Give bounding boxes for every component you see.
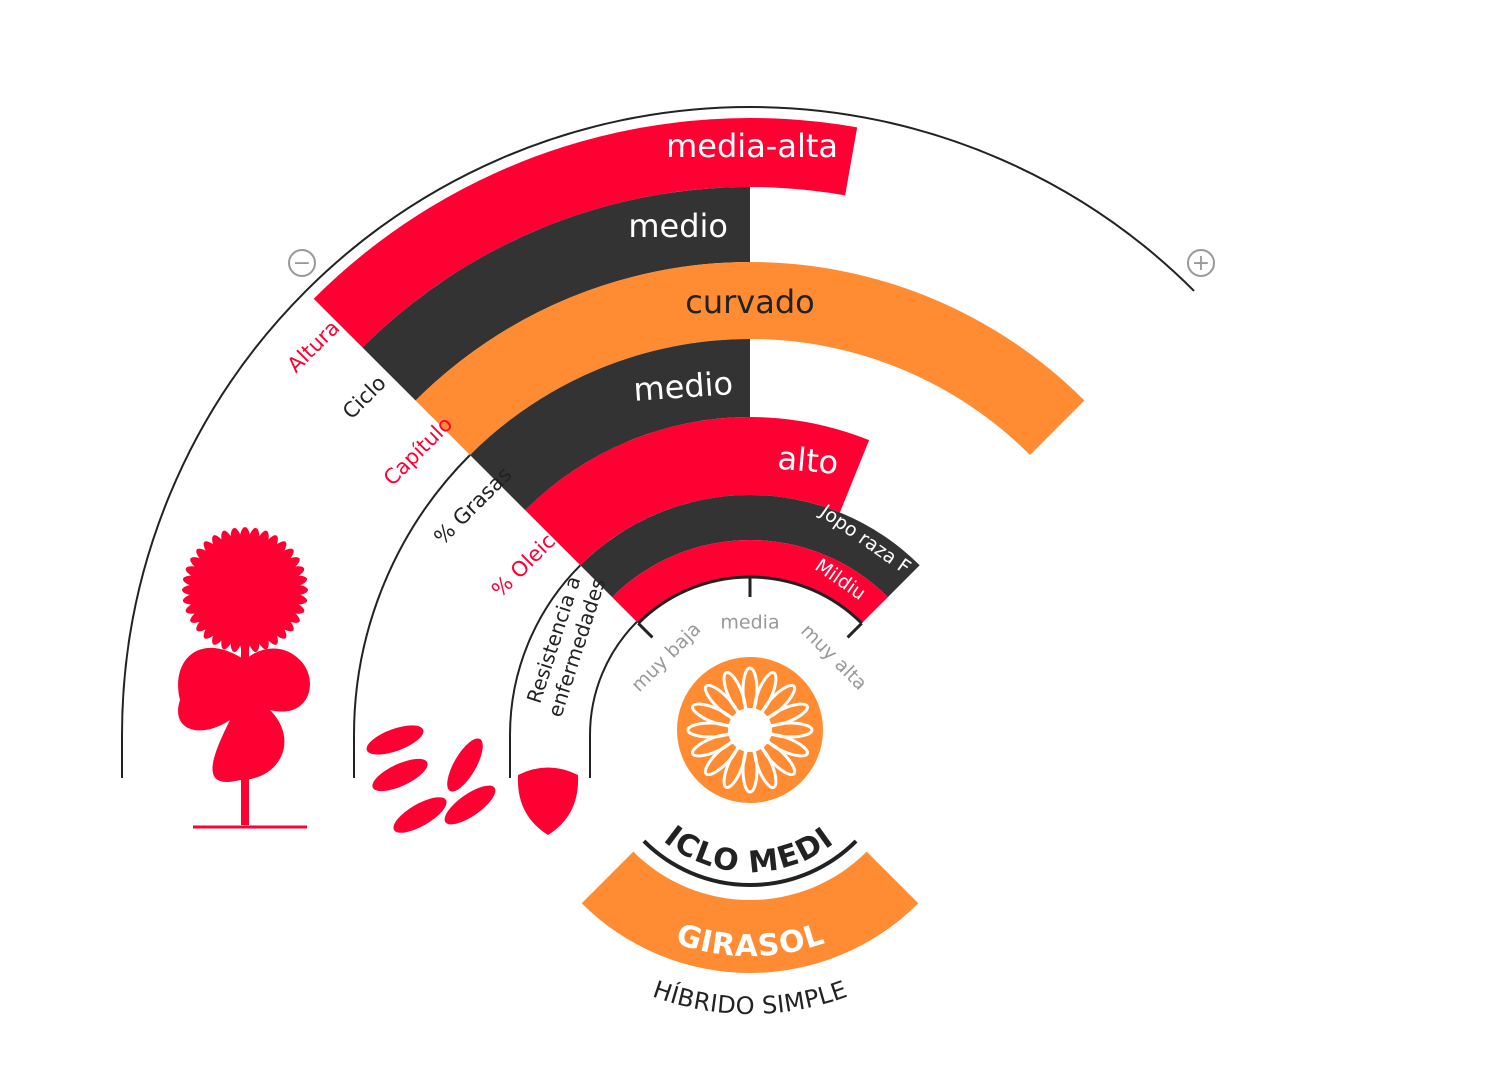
trait-label: Ciclo xyxy=(338,371,391,424)
bar-value: curvado xyxy=(685,283,814,321)
guide-arc xyxy=(589,621,638,736)
bar-value: medio xyxy=(632,364,734,409)
hybrid-label-path: HÍBRIDO SIMPLE xyxy=(650,975,851,1020)
scale-label: media xyxy=(720,612,779,634)
guide-arc xyxy=(509,564,582,736)
bar xyxy=(580,495,920,598)
shield-icon xyxy=(517,767,579,835)
sunflower-head xyxy=(203,548,287,632)
bar-value: medio xyxy=(628,207,728,245)
seed-icon xyxy=(447,738,483,792)
seed-icon xyxy=(366,725,424,755)
bar xyxy=(313,118,858,348)
sunflower-leaves xyxy=(178,647,310,782)
seed-icon xyxy=(444,785,496,825)
scale-end-icon xyxy=(1187,249,1215,277)
trait-label: Capítulo xyxy=(379,412,457,490)
bar xyxy=(415,261,1085,455)
guide-arc xyxy=(353,454,471,736)
scale-end-icon xyxy=(288,249,316,277)
trait-label: % Grasas xyxy=(429,462,516,549)
bar xyxy=(612,540,888,624)
scale-tick xyxy=(637,622,654,639)
scale-arc xyxy=(305,106,1195,292)
sunflower-icon xyxy=(178,527,310,825)
scale-tick xyxy=(846,622,863,639)
scale-axis xyxy=(637,575,863,625)
bar-value: alto xyxy=(776,439,840,482)
scale-label: muy alta xyxy=(796,620,871,695)
divider-arc xyxy=(642,839,858,887)
crop-band xyxy=(581,851,919,974)
seed-icon xyxy=(393,797,447,833)
scale-end: + xyxy=(1192,251,1210,276)
bar xyxy=(469,339,750,511)
bar-value: media-alta xyxy=(666,127,838,165)
badge-center xyxy=(728,708,772,752)
seed-icon xyxy=(372,758,428,792)
hybrid-label: HÍBRIDO SIMPLE xyxy=(650,975,851,1020)
trait-label: Altura xyxy=(283,316,345,378)
bar xyxy=(525,417,870,566)
bar xyxy=(362,187,750,401)
scale-end: − xyxy=(293,251,311,276)
guide-arc xyxy=(121,290,307,736)
